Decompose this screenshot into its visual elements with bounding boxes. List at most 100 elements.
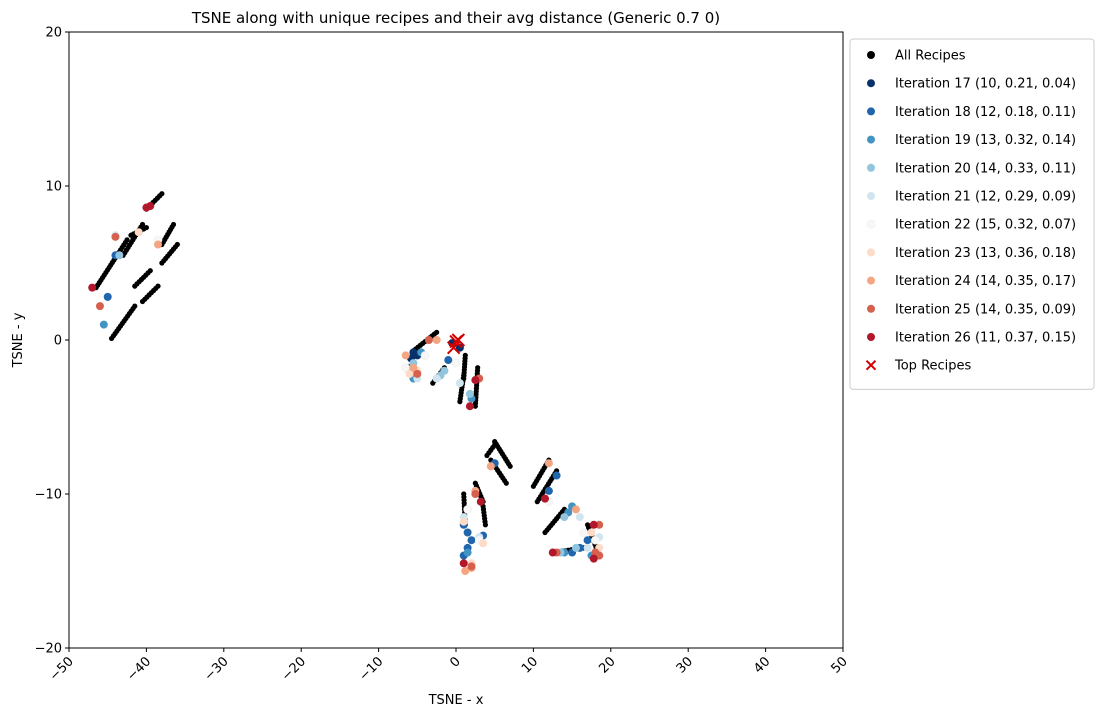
legend-label: Iteration 21 (12, 0.29, 0.09) <box>895 190 1076 205</box>
data-point <box>486 462 495 471</box>
data-point <box>139 221 146 228</box>
data-point <box>111 232 120 241</box>
series-5 <box>111 231 604 552</box>
legend-marker <box>865 359 877 371</box>
data-point <box>583 536 592 545</box>
series-8 <box>154 240 604 575</box>
legend-marker <box>866 219 876 229</box>
data-point <box>88 283 97 292</box>
data-point <box>462 352 468 358</box>
series-2 <box>103 251 592 560</box>
series-7 <box>134 228 604 568</box>
data-point <box>99 320 108 329</box>
x-tick-label: 40 <box>751 654 773 676</box>
data-point <box>440 366 449 375</box>
legend-label: Iteration 23 (13, 0.36, 0.18) <box>895 246 1076 261</box>
data-point <box>541 494 550 503</box>
legend-marker <box>867 276 875 285</box>
x-axis-label: TSNE - x <box>428 693 484 708</box>
data-point <box>432 374 441 383</box>
data-point <box>571 505 580 514</box>
y-tick-label: 10 <box>45 180 62 195</box>
plot-frame <box>68 31 844 649</box>
legend-label: Iteration 18 (12, 0.18, 0.11) <box>895 105 1076 120</box>
data-point <box>420 351 430 360</box>
legend-label: Iteration 19 (13, 0.32, 0.14) <box>895 133 1076 148</box>
legend-marker <box>867 135 875 144</box>
data-point <box>560 513 569 522</box>
x-tick-label: 0 <box>447 654 463 670</box>
data-point <box>587 528 596 537</box>
x-tick-label: 20 <box>596 654 618 676</box>
data-point <box>591 535 600 545</box>
data-point <box>424 336 433 344</box>
data-point <box>465 389 474 398</box>
legend-item: All Recipes <box>867 49 966 64</box>
data-point <box>132 303 138 309</box>
data-point <box>134 228 143 237</box>
legend-label: Top Recipes <box>894 359 972 374</box>
legend-label: All Recipes <box>895 49 966 64</box>
series-10 <box>88 202 598 568</box>
legend-item: Iteration 18 (12, 0.18, 0.11) <box>867 105 1076 120</box>
data-point <box>589 520 598 529</box>
data-point <box>455 343 464 352</box>
legend-item: Top Recipes <box>865 359 972 374</box>
legend-label: Iteration 17 (10, 0.21, 0.04) <box>895 77 1076 92</box>
data-point <box>463 528 472 537</box>
top-recipe-marker <box>449 334 463 349</box>
data-point <box>444 356 453 365</box>
legend-label: Iteration 25 (14, 0.35, 0.09) <box>895 302 1076 317</box>
data-point <box>459 517 468 526</box>
data-point <box>463 505 472 514</box>
series-4 <box>115 251 580 557</box>
y-tick-label: −20 <box>35 642 62 657</box>
data-point <box>482 522 489 528</box>
legend-item: Iteration 23 (13, 0.36, 0.18) <box>867 246 1076 261</box>
data-point <box>507 463 513 469</box>
data-point <box>461 567 470 575</box>
series-0 <box>93 191 602 559</box>
legend-label: Iteration 22 (15, 0.32, 0.07) <box>895 218 1076 233</box>
data-point <box>467 562 476 571</box>
data-point <box>170 221 177 228</box>
legend-label: Iteration 24 (14, 0.35, 0.17) <box>895 274 1076 289</box>
legend-label: Iteration 20 (14, 0.33, 0.11) <box>895 161 1076 176</box>
x-tick-label: 10 <box>519 654 541 676</box>
data-point <box>583 543 592 552</box>
legend-marker <box>867 304 875 313</box>
x-tick-label: −10 <box>356 654 386 684</box>
legend-item: Iteration 25 (14, 0.35, 0.09) <box>867 302 1076 317</box>
data-point <box>451 358 461 368</box>
x-tick-label: −50 <box>47 654 77 684</box>
x-tick-label: −20 <box>279 654 309 684</box>
data-point <box>589 554 598 563</box>
data-point <box>413 369 422 378</box>
series-6 <box>153 235 600 545</box>
data-point <box>95 302 104 311</box>
series-11 <box>446 333 466 355</box>
legend-item: Iteration 21 (12, 0.29, 0.09) <box>867 190 1076 205</box>
data-point <box>459 559 468 568</box>
x-tick-label: −40 <box>124 654 154 684</box>
data-point <box>409 363 418 372</box>
legend-item: Iteration 19 (13, 0.32, 0.14) <box>867 133 1076 148</box>
x-tick-label: 50 <box>829 654 851 676</box>
data-point <box>159 191 165 197</box>
data-point <box>401 351 410 360</box>
plot-area <box>88 191 604 575</box>
data-point <box>548 548 557 557</box>
data-point <box>471 490 480 498</box>
data-point <box>143 224 149 231</box>
data-point <box>147 268 153 274</box>
legend-item: Iteration 22 (15, 0.32, 0.07) <box>866 218 1076 233</box>
axes: −50 −40 −30 −20 −10 0 10 20 30 40 50 −20 −10 0 10 20 <box>35 26 851 685</box>
legend-item: Iteration 24 (14, 0.35, 0.17) <box>867 274 1076 289</box>
data-point <box>475 365 481 371</box>
legend-box <box>849 38 1095 390</box>
series-9 <box>95 232 604 571</box>
data-point <box>434 329 440 335</box>
y-tick-label: −10 <box>35 488 62 503</box>
data-point <box>579 528 589 537</box>
data-point <box>174 241 180 248</box>
